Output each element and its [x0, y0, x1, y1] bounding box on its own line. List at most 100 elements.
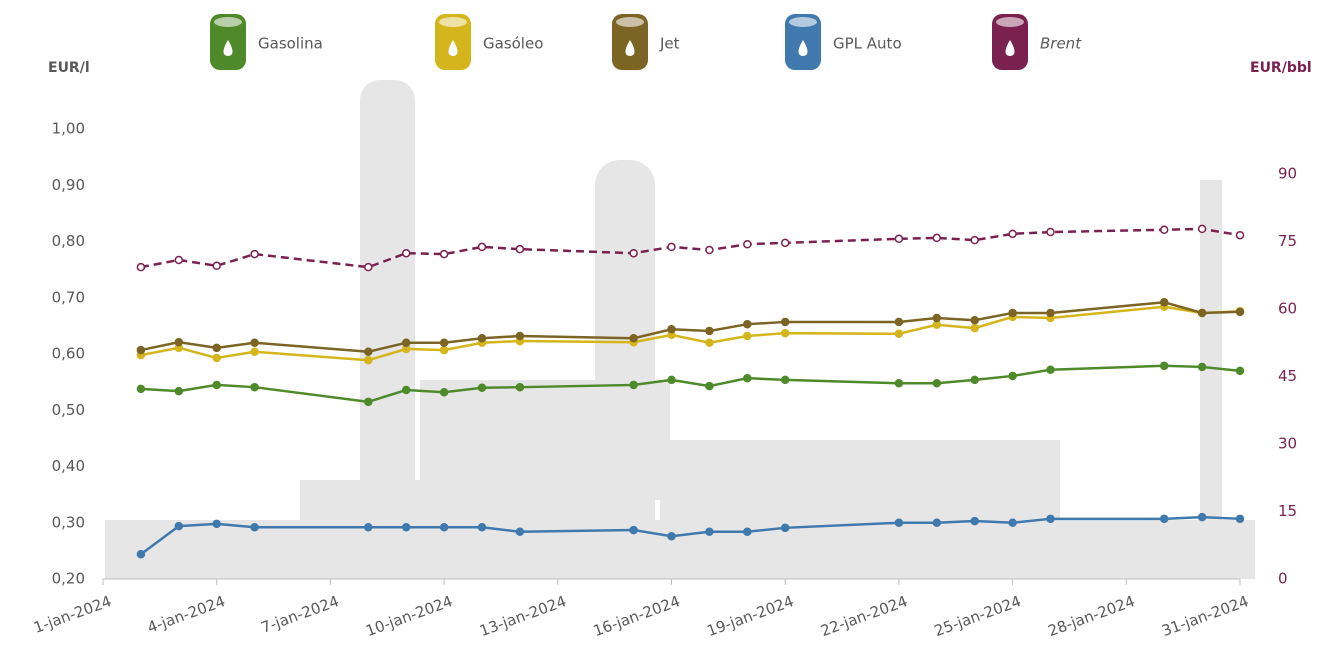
- y2-tick-label: 30: [1278, 435, 1297, 453]
- data-point: [705, 527, 714, 536]
- legend-barrel-top: [996, 17, 1024, 27]
- data-point: [1159, 514, 1169, 524]
- data-point: [1235, 307, 1245, 317]
- legend-barrel-top: [214, 17, 242, 27]
- background-illustration: [105, 80, 1255, 579]
- legend-label: Brent: [1040, 35, 1082, 53]
- data-point: [894, 329, 904, 338]
- data-point: [970, 375, 979, 385]
- y-tick-label: 0,40: [52, 457, 85, 475]
- y-tick-label: 0,20: [52, 570, 85, 588]
- data-point: [439, 338, 449, 347]
- y2-tick-label: 75: [1278, 232, 1297, 250]
- data-point: [743, 331, 752, 341]
- data-point: [1046, 514, 1055, 524]
- data-point: [401, 248, 411, 258]
- data-point: [250, 523, 259, 532]
- legend-item: Brent: [992, 14, 1082, 70]
- data-point: [932, 233, 942, 243]
- data-point: [780, 238, 790, 248]
- data-point: [250, 249, 259, 259]
- data-point: [932, 379, 942, 388]
- data-point: [174, 337, 184, 347]
- data-point: [1046, 308, 1055, 318]
- legend-item: Jet: [612, 14, 680, 70]
- y-tick-label: 0,50: [52, 401, 85, 419]
- y-tick-label: 0,30: [52, 513, 85, 531]
- legend-label: GPL Auto: [833, 35, 902, 53]
- data-point: [894, 379, 904, 388]
- data-point: [894, 234, 904, 244]
- data-point: [515, 331, 525, 341]
- data-point: [705, 326, 714, 336]
- data-point: [1197, 512, 1207, 522]
- data-point: [743, 239, 752, 249]
- series-line: [140, 300, 1241, 354]
- y2-tick-label: 15: [1278, 502, 1297, 520]
- data-point: [932, 313, 942, 323]
- data-point: [515, 382, 525, 392]
- data-point: [705, 338, 714, 347]
- data-point: [970, 516, 979, 526]
- y2-tick-label: 45: [1278, 367, 1297, 385]
- data-point: [364, 355, 373, 365]
- x-tick-label: 13-jan-2024: [477, 592, 569, 640]
- data-point: [743, 373, 752, 383]
- legend-item: GPL Auto: [785, 14, 902, 70]
- legend-label: Gasolina: [258, 35, 323, 53]
- data-point: [629, 248, 638, 258]
- data-point: [212, 519, 221, 529]
- data-point: [780, 328, 790, 338]
- data-point: [364, 397, 373, 407]
- data-point: [667, 242, 676, 252]
- data-point: [401, 523, 411, 532]
- data-point: [667, 325, 676, 334]
- y2-axis-label: EUR/bbl: [1250, 60, 1312, 76]
- data-point: [174, 255, 184, 265]
- legend-item: Gasóleo: [435, 14, 543, 70]
- x-tick-label: 31-jan-2024: [1159, 592, 1251, 640]
- data-point: [477, 523, 487, 532]
- series-line: [140, 364, 1241, 404]
- data-point: [1008, 229, 1017, 239]
- data-point: [743, 319, 752, 329]
- data-point: [780, 317, 790, 327]
- x-tick-label: 1-jan-2024: [31, 592, 114, 637]
- legend-item: Gasolina: [210, 14, 323, 70]
- y2-tick-label: 0: [1278, 570, 1288, 588]
- data-point: [477, 334, 487, 343]
- data-point: [1235, 514, 1245, 524]
- data-point: [174, 386, 184, 396]
- data-point: [1197, 308, 1207, 318]
- x-tick-label: 19-jan-2024: [704, 592, 796, 640]
- series-line: [140, 515, 1241, 556]
- data-point: [705, 245, 714, 255]
- data-point: [1046, 365, 1055, 374]
- data-point: [515, 244, 525, 254]
- data-point: [780, 375, 790, 385]
- data-point: [136, 550, 146, 559]
- y2-tick-label: 60: [1278, 300, 1297, 318]
- data-point: [515, 527, 525, 536]
- data-point: [136, 345, 146, 355]
- data-point: [174, 521, 184, 531]
- x-tick-label: 16-jan-2024: [591, 592, 683, 640]
- data-point: [439, 523, 449, 532]
- y2-tick-label: 90: [1278, 165, 1297, 183]
- data-point: [136, 384, 146, 394]
- x-tick-label: 22-jan-2024: [818, 592, 910, 640]
- data-point: [629, 334, 638, 343]
- data-point: [932, 518, 942, 527]
- data-point: [212, 261, 221, 271]
- data-point: [1046, 227, 1055, 237]
- data-point: [1159, 361, 1169, 371]
- data-point: [439, 249, 449, 259]
- data-point: [439, 388, 449, 397]
- data-point: [629, 380, 638, 390]
- x-tick-label: 25-jan-2024: [932, 592, 1024, 640]
- data-point: [136, 262, 146, 272]
- data-point: [1197, 224, 1207, 234]
- y-tick-label: 0,80: [52, 232, 85, 250]
- data-point: [780, 523, 790, 533]
- x-tick-label: 10-jan-2024: [363, 592, 455, 640]
